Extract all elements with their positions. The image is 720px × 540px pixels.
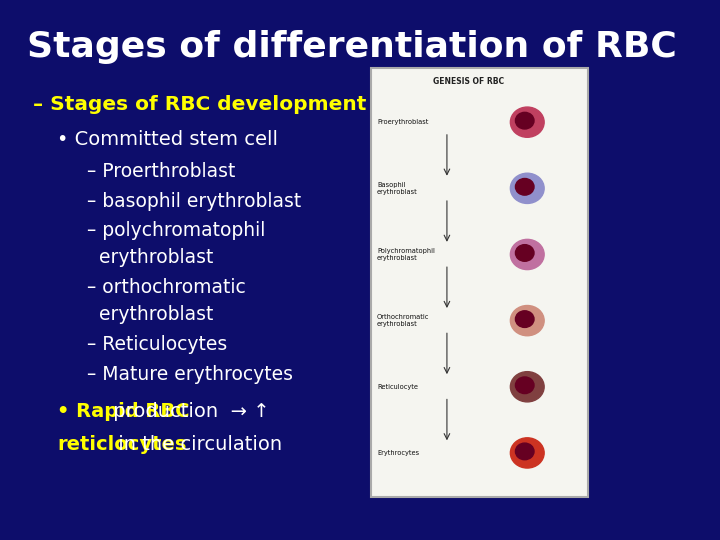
Text: production  → ↑: production → ↑ (107, 402, 270, 421)
Text: – orthochromatic: – orthochromatic (87, 278, 246, 297)
Text: – Reticulocytes: – Reticulocytes (87, 335, 228, 354)
Circle shape (516, 443, 534, 460)
Text: Reticulocyte: Reticulocyte (377, 384, 418, 390)
Circle shape (510, 173, 544, 204)
Circle shape (510, 107, 544, 137)
Circle shape (516, 112, 534, 129)
Text: – basophil erythroblast: – basophil erythroblast (87, 192, 302, 211)
Text: Orthochromatic
erythroblast: Orthochromatic erythroblast (377, 314, 429, 327)
Circle shape (516, 311, 534, 327)
Text: GENESIS OF RBC: GENESIS OF RBC (433, 77, 504, 86)
Bar (371, 68, 588, 497)
Text: – Mature erythrocytes: – Mature erythrocytes (87, 364, 294, 383)
Text: Basophil
erythroblast: Basophil erythroblast (377, 182, 418, 195)
Text: Stages of differentiation of RBC: Stages of differentiation of RBC (27, 30, 677, 64)
Text: Proerythroblast: Proerythroblast (377, 119, 428, 125)
Circle shape (510, 306, 544, 336)
Text: – polychromatophil: – polychromatophil (87, 221, 266, 240)
Text: erythroblast: erythroblast (87, 305, 214, 324)
Text: • Committed stem cell: • Committed stem cell (58, 130, 279, 148)
Text: Erythrocytes: Erythrocytes (377, 450, 419, 456)
Text: • Rapid RBC: • Rapid RBC (58, 402, 190, 421)
Text: in the circulation: in the circulation (112, 435, 282, 454)
Circle shape (510, 239, 544, 269)
Circle shape (516, 377, 534, 394)
Text: erythroblast: erythroblast (87, 248, 214, 267)
Text: reticlocytes: reticlocytes (58, 435, 186, 454)
Circle shape (516, 245, 534, 261)
Circle shape (516, 179, 534, 195)
Circle shape (510, 438, 544, 468)
Text: – Proerthroblast: – Proerthroblast (87, 162, 236, 181)
Text: – Stages of RBC development: – Stages of RBC development (33, 94, 366, 113)
Circle shape (510, 372, 544, 402)
Text: Polychromatophil
erythroblast: Polychromatophil erythroblast (377, 248, 435, 261)
